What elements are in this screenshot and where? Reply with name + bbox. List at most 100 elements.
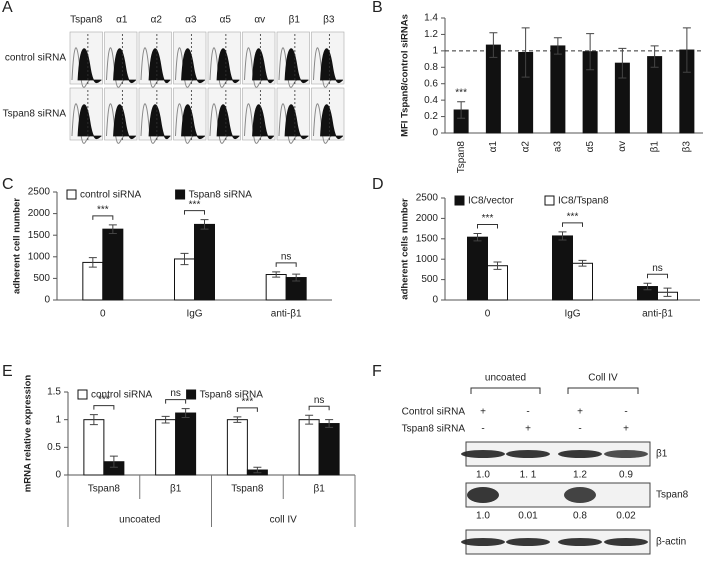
legend-swatch xyxy=(454,195,465,206)
treatment-mark: + xyxy=(577,407,583,418)
blot-band xyxy=(564,487,596,503)
y-axis-title: MFI Tspan8/control siRNAs xyxy=(400,14,411,137)
histogram-black xyxy=(216,48,240,84)
treatment-mark: - xyxy=(578,424,581,435)
blot-label: β-actin xyxy=(656,537,686,548)
x-tick-label: IgG xyxy=(186,309,202,320)
column-label: β1 xyxy=(289,15,301,26)
y-axis-title: mRNA relative expression xyxy=(23,375,34,493)
y-tick-label: 500 xyxy=(33,273,50,284)
x-tick-label: anti-β1 xyxy=(642,309,673,320)
x-tick-label: 0 xyxy=(485,309,491,320)
y-tick-label: 2000 xyxy=(28,208,51,219)
annotation: *** xyxy=(97,204,109,215)
histogram-black xyxy=(113,48,137,84)
column-label: αv xyxy=(254,15,265,26)
band-quantity: 0.02 xyxy=(616,511,636,522)
bar xyxy=(102,228,124,301)
column-label: Tspan8 xyxy=(70,15,103,26)
significance-bracket xyxy=(308,405,330,411)
significance-bracket xyxy=(92,215,114,220)
group-label: uncoated xyxy=(485,373,526,384)
significance-bracket xyxy=(165,399,187,404)
y-tick-label: 1000 xyxy=(28,251,51,262)
bar xyxy=(485,44,501,134)
error-bar xyxy=(200,219,209,230)
histogram-gray xyxy=(244,47,263,88)
band-quantity: 1.2 xyxy=(573,470,587,481)
x-tick-label: β3 xyxy=(682,141,693,153)
x-tick-label: β1 xyxy=(170,484,182,495)
y-tick-label: 0 xyxy=(432,128,438,139)
bar xyxy=(155,419,177,476)
significance-bracket xyxy=(562,222,583,227)
x-tick-label: αv xyxy=(617,141,628,152)
error-bar xyxy=(325,419,334,428)
histogram-black xyxy=(77,104,102,140)
panel-label: C xyxy=(2,176,14,193)
group-label: coll IV xyxy=(270,515,298,526)
x-tick-label: a3 xyxy=(553,141,564,153)
band-quantity: 0.01 xyxy=(518,511,538,522)
error-bar xyxy=(292,273,301,282)
histogram-gray xyxy=(244,103,263,144)
x-tick-label: α1 xyxy=(488,141,499,153)
x-tick-label: α2 xyxy=(520,141,531,153)
annotation: ns xyxy=(652,263,663,274)
error-bar xyxy=(578,259,587,267)
y-tick-label: 1500 xyxy=(28,230,51,241)
y-tick-label: 0.8 xyxy=(424,62,438,73)
error-bar xyxy=(663,287,672,297)
blot-band xyxy=(461,450,505,458)
legend-swatch xyxy=(186,389,197,400)
histogram-black xyxy=(252,48,275,84)
error-bar xyxy=(180,252,189,266)
band-quantity: 1.0 xyxy=(476,511,490,522)
y-tick-label: 1.4 xyxy=(424,13,438,24)
y-tick-label: 500 xyxy=(421,274,438,285)
blot-band xyxy=(467,487,499,503)
group-label: uncoated xyxy=(119,515,160,526)
legend-swatch xyxy=(77,389,88,400)
significance-bracket xyxy=(93,405,115,410)
group-bracket xyxy=(470,387,541,394)
annotation: ns xyxy=(170,388,181,399)
column-label: α1 xyxy=(116,15,128,26)
panel-label: D xyxy=(372,176,384,193)
error-bar xyxy=(305,414,314,425)
bar xyxy=(83,419,105,476)
y-tick-label: 0 xyxy=(432,295,438,306)
legend-swatch xyxy=(175,189,186,200)
bar xyxy=(550,45,566,134)
blot-band xyxy=(506,450,550,458)
panel-label: E xyxy=(2,363,13,380)
blot-band xyxy=(461,538,505,546)
annotation: *** xyxy=(98,394,110,405)
bar xyxy=(82,261,104,301)
group-bracket xyxy=(567,387,639,394)
histogram-black xyxy=(216,104,240,140)
column-label: β3 xyxy=(323,15,335,26)
error-bar xyxy=(109,455,118,468)
histogram-black xyxy=(77,48,102,84)
y-tick-label: 1000 xyxy=(416,254,439,265)
annotation: ns xyxy=(281,252,292,263)
band-quantity: 1. 1 xyxy=(520,470,537,481)
legend-label: control siRNA xyxy=(80,190,141,201)
annotation: *** xyxy=(189,199,201,210)
bar xyxy=(487,265,508,301)
error-bar xyxy=(618,47,627,79)
error-bar xyxy=(643,282,652,291)
blot-label: β1 xyxy=(656,449,668,460)
y-tick-label: 1.2 xyxy=(424,29,438,40)
annotation: *** xyxy=(482,213,494,224)
significance-bracket xyxy=(647,273,668,279)
x-tick-label: Tspan8 xyxy=(231,484,264,495)
band-quantity: 0.8 xyxy=(573,511,587,522)
histogram-black xyxy=(113,104,137,140)
x-tick-label: 0 xyxy=(100,309,106,320)
legend-label: IC8/Tspan8 xyxy=(558,196,609,207)
group-label: Coll IV xyxy=(588,373,618,384)
bar xyxy=(175,412,197,476)
